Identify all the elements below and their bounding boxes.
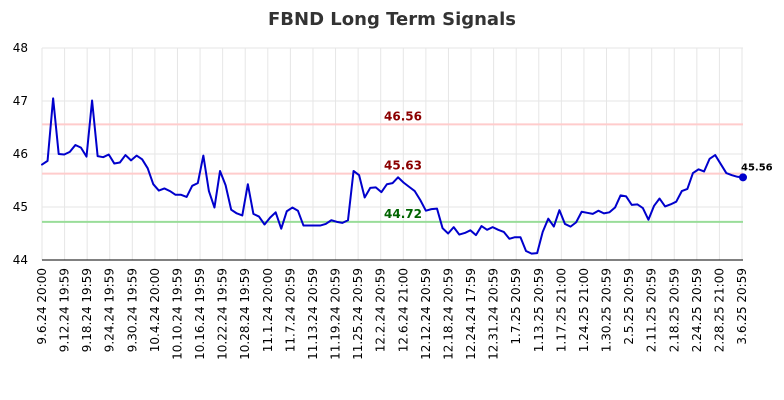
x-tick-label: 11.7.24 20:59 [283,268,297,352]
x-tick-label: 10.16.24 19:59 [193,268,207,360]
x-tick-label: 12.12.24 20:59 [419,268,433,360]
y-tick-label: 48 [13,41,28,55]
level-label: 46.56 [384,109,422,123]
x-tick-label: 9.30.24 19:59 [125,268,139,352]
x-tick-label: 2.5.25 20:59 [622,268,636,345]
level-lines [42,123,743,223]
x-tick-label: 11.25.24 20:59 [351,268,365,360]
x-tick-label: 12.6.24 21:00 [396,268,410,352]
x-axis-ticks: 9.6.24 20:00 9.12.24 19:59 9.18.24 19:59 9.… [35,268,749,360]
grid [41,47,743,261]
x-tick-label: 11.19.24 20:59 [329,268,343,360]
x-tick-label: 11.1.24 20:00 [261,268,275,352]
x-tick-label: 2.18.25 20:59 [667,268,681,352]
x-tick-label: 10.22.24 19:59 [216,268,230,360]
x-tick-label: 10.4.24 20:00 [148,268,162,352]
x-tick-label: 10.10.24 19:59 [170,268,184,360]
x-tick-label: 1.7.25 20:59 [509,268,523,345]
y-axis-ticks: 44 45 46 47 48 [13,41,28,267]
x-tick-label: 2.24.25 20:59 [690,268,704,352]
x-tick-label: 2.28.25 21:00 [712,268,726,352]
x-tick-label: 12.18.24 20:59 [441,268,455,360]
x-tick-label: 1.24.25 21:00 [577,268,591,352]
last-value-label: 45.56 [741,162,773,173]
x-tick-label: 10.28.24 19:59 [238,268,252,360]
level-label: 44.72 [384,207,422,221]
x-tick-label: 12.24.24 17:59 [464,268,478,360]
x-tick-label: 1.13.25 20:59 [532,268,546,352]
x-tick-label: 9.6.24 20:00 [35,268,49,345]
x-tick-label: 9.18.24 19:59 [80,268,94,352]
x-tick-label: 12.31.24 20:59 [487,268,501,360]
x-tick-label: 11.13.24 20:59 [306,268,320,360]
level-labels: 46.56 45.63 44.72 45.56 [384,109,773,221]
y-tick-label: 47 [13,94,28,108]
x-tick-label: 9.12.24 19:59 [58,268,72,352]
y-tick-label: 44 [13,253,28,267]
x-tick-label: 1.17.25 21:00 [554,268,568,352]
series-layer [41,97,747,255]
x-tick-label: 12.2.24 20:59 [374,268,388,352]
y-tick-label: 46 [13,147,28,161]
y-tick-label: 45 [13,200,28,214]
level-label: 45.63 [384,159,422,173]
chart-title: FBND Long Term Signals [268,9,516,30]
x-tick-label: 9.24.24 19:59 [103,268,117,352]
x-tick-label: 3.6.25 20:59 [735,268,749,345]
x-tick-label: 2.11.25 20:59 [645,268,659,352]
x-tick-label: 1.30.25 20:59 [600,268,614,352]
last-point-marker [739,173,747,182]
series-line [41,97,744,255]
